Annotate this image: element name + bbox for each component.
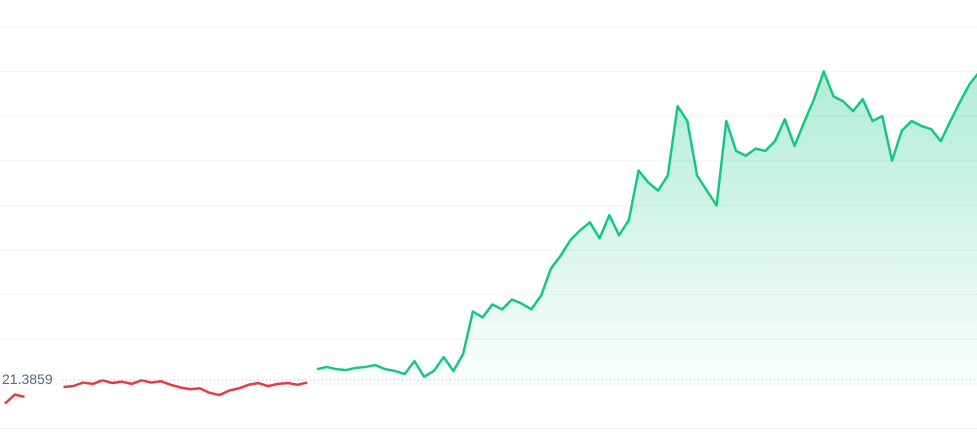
price-line: [63, 379, 308, 397]
price-line: [4, 393, 25, 405]
baseline-label: 21.3859: [2, 371, 53, 387]
price-line: [316, 70, 977, 379]
area-fill: [316, 71, 977, 381]
